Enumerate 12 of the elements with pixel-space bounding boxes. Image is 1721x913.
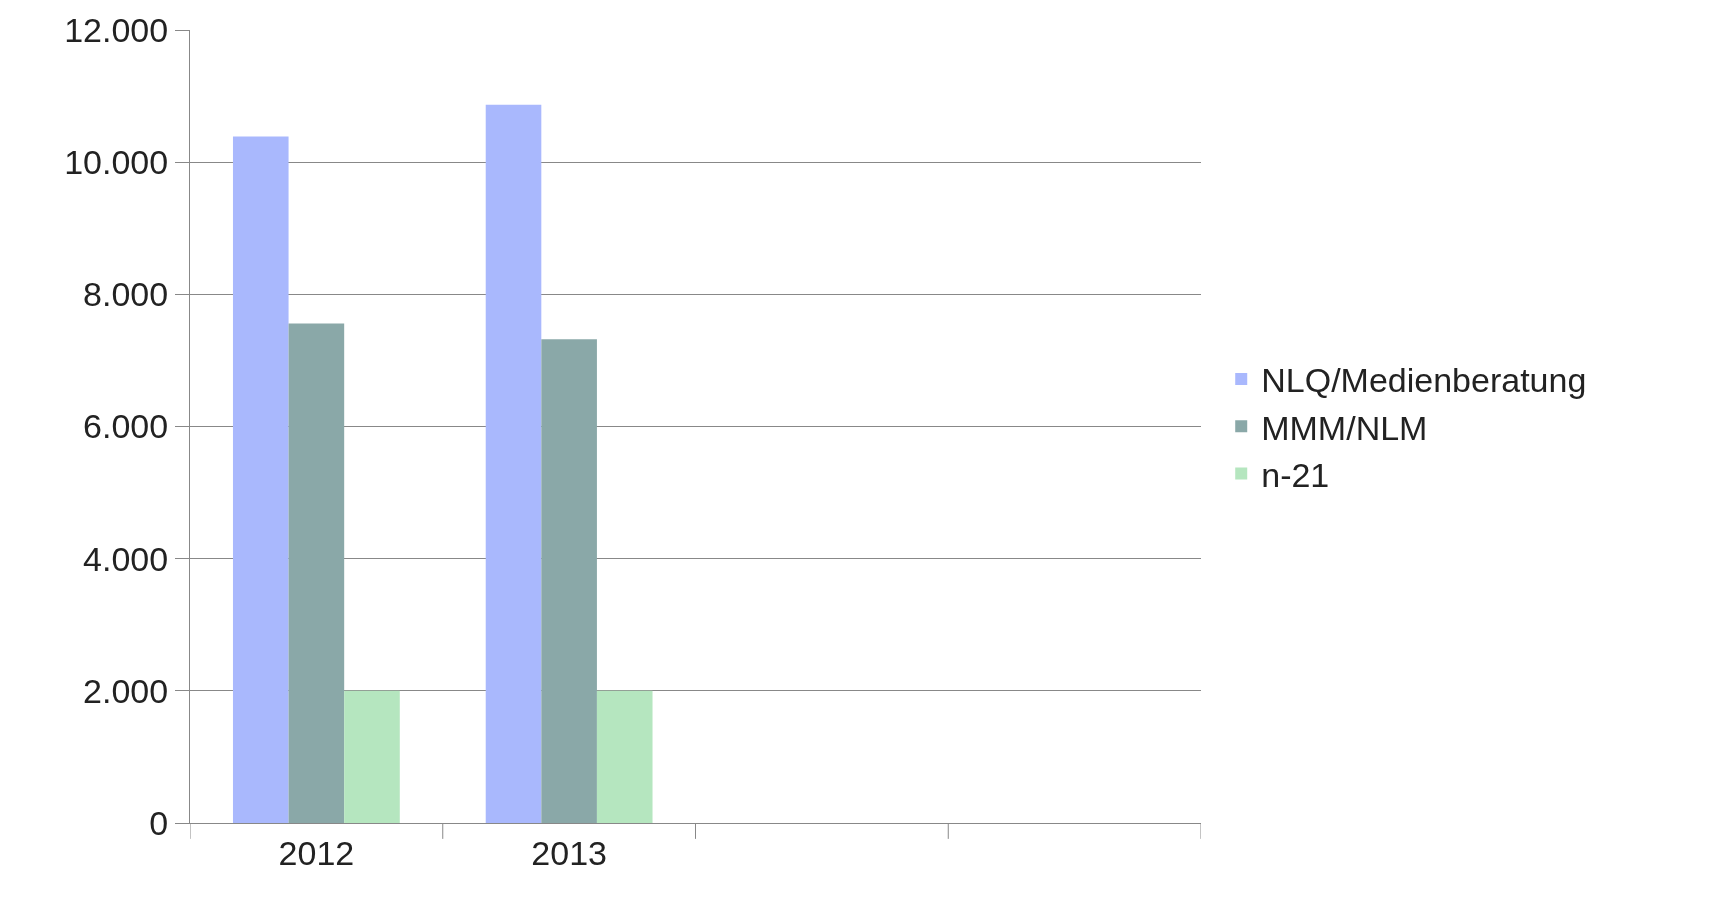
y-tick-label: 2.000 [83, 671, 169, 710]
x-tick-label: 2012 [278, 833, 355, 872]
y-tick-label: 6.000 [83, 407, 169, 446]
y-tick-label: 10.000 [64, 143, 169, 182]
y-tick-label: 0 [149, 803, 169, 842]
x-tick-label: 2013 [531, 833, 607, 872]
legend-label: n-21 [1261, 455, 1330, 494]
y-tick-label: 4.000 [83, 539, 169, 578]
legend-label: MMM/NLM [1261, 408, 1428, 447]
y-tick-label: 12.000 [64, 10, 169, 49]
y-tick-label: 8.000 [83, 275, 169, 314]
legend-label: NLQ/Medienberatung [1261, 361, 1587, 400]
